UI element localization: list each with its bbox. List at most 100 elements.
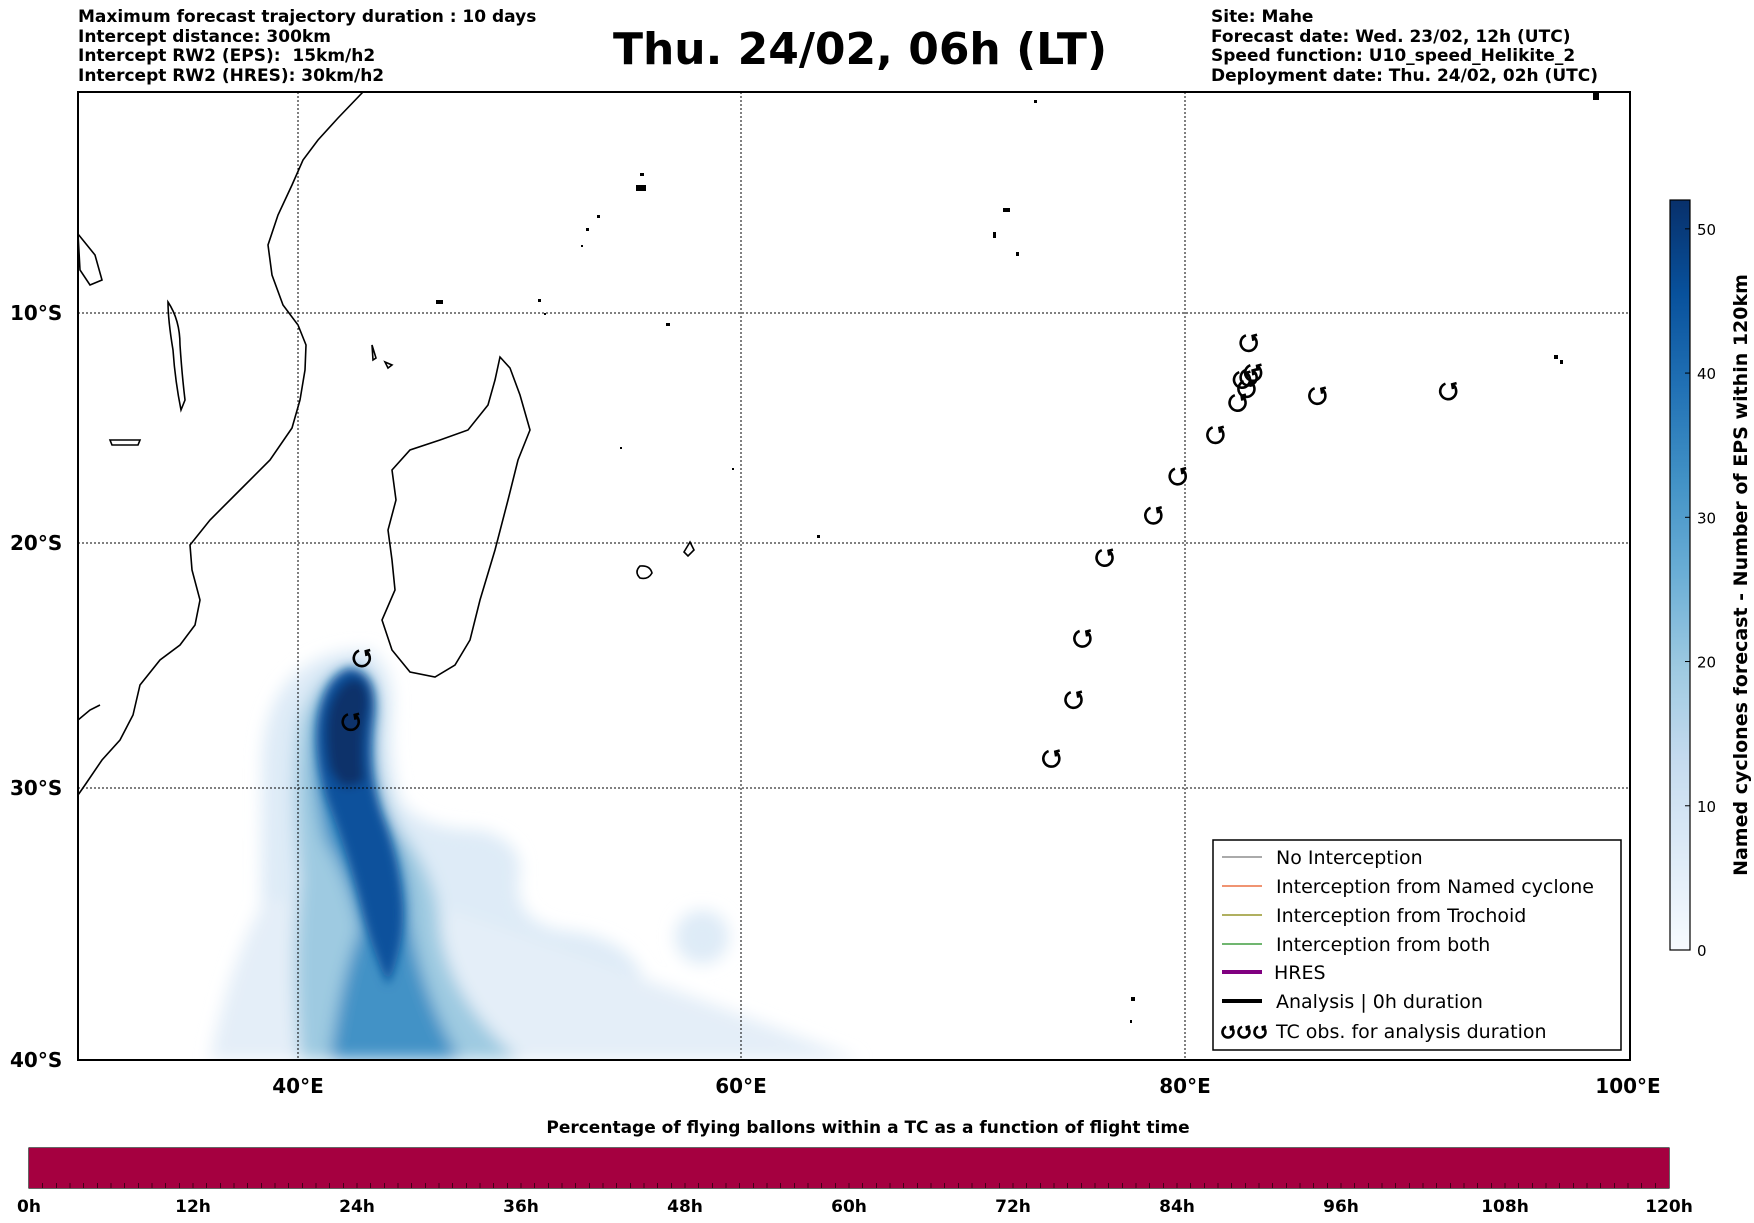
colorbar-tick-label: 40 bbox=[1697, 365, 1716, 383]
colorbar-ticks: 0 10 20 30 40 50 bbox=[1685, 221, 1716, 960]
tropical-cyclone-icon bbox=[1308, 386, 1327, 406]
progress-minor-ticks bbox=[42, 1183, 1656, 1188]
progress-tick-label: 108h bbox=[1481, 1197, 1529, 1217]
africa-coast bbox=[78, 92, 364, 796]
island bbox=[1016, 252, 1019, 256]
tropical-cyclone-icon bbox=[1438, 381, 1458, 401]
island bbox=[1003, 208, 1010, 212]
legend-item: No Interception bbox=[1222, 847, 1423, 869]
map-grid bbox=[78, 92, 1630, 1060]
progress-tick-label: 96h bbox=[1323, 1197, 1359, 1217]
colorbar-gradient bbox=[1669, 199, 1691, 951]
legend-label: TC obs. for analysis duration bbox=[1275, 1021, 1547, 1043]
colorbar: 0 10 20 30 40 50 Named cyclones forecast - Nu… bbox=[1669, 199, 1752, 960]
colorbar-tick-label: 30 bbox=[1697, 509, 1716, 527]
progress-tick-label: 84h bbox=[1159, 1197, 1195, 1217]
legend: No Interception Interception from Named … bbox=[1212, 839, 1622, 1051]
mauritius bbox=[682, 540, 695, 558]
island bbox=[1554, 355, 1558, 359]
island bbox=[1034, 100, 1037, 103]
legend-tc-symbols bbox=[1221, 1025, 1267, 1039]
lake-malawi bbox=[108, 439, 142, 446]
tropical-cyclone-icon bbox=[1095, 548, 1114, 567]
tropical-cyclone-icon bbox=[1237, 1025, 1251, 1039]
island bbox=[1130, 1020, 1132, 1023]
eps-density-field bbox=[210, 649, 860, 1060]
island bbox=[666, 323, 670, 326]
reunion bbox=[636, 565, 653, 580]
progress-tick-label: 24h bbox=[339, 1197, 375, 1217]
tropical-cyclone-icon bbox=[1073, 629, 1092, 648]
progress-tick-label: 60h bbox=[831, 1197, 867, 1217]
comoros bbox=[371, 344, 394, 370]
tropical-cyclone-icon bbox=[1239, 333, 1258, 353]
lat-tick-label: 20°S bbox=[10, 531, 62, 555]
island bbox=[538, 299, 541, 302]
tropical-cyclone-icon bbox=[1237, 379, 1256, 399]
small-islands bbox=[436, 92, 1599, 1023]
legend-label: HRES bbox=[1274, 962, 1326, 984]
island bbox=[597, 215, 600, 218]
flight-time-bar: Percentage of flying ballons within a TC… bbox=[17, 1118, 1693, 1217]
africa-south-coast bbox=[78, 704, 101, 721]
coastlines bbox=[78, 92, 695, 796]
lat-axis-labels: 10°S 20°S 30°S 40°S bbox=[10, 301, 62, 1072]
island bbox=[1593, 92, 1599, 100]
progress-title: Percentage of flying ballons within a TC… bbox=[546, 1118, 1189, 1138]
header-right-info: Site: Mahe Forecast date: Wed. 23/02, 12… bbox=[1211, 7, 1598, 86]
tropical-cyclone-icon bbox=[1239, 368, 1258, 387]
legend-label: Interception from Trochoid bbox=[1276, 905, 1526, 927]
page-title: Thu. 24/02, 06h (LT) bbox=[612, 24, 1108, 75]
island bbox=[817, 535, 820, 538]
density-blob bbox=[675, 910, 729, 964]
lon-tick-label: 60°E bbox=[715, 1074, 767, 1098]
island bbox=[586, 228, 589, 231]
island bbox=[581, 245, 583, 247]
progress-tick-labels: 0h 12h 24h 36h 48h 60h 72h 84h 96h 108h 120h bbox=[17, 1197, 1693, 1217]
tropical-cyclone-icon bbox=[1042, 749, 1061, 768]
island bbox=[436, 300, 443, 304]
tropical-cyclone-icon bbox=[1064, 690, 1083, 710]
header-left-line: Intercept RW2 (HRES): 30km/h2 bbox=[78, 65, 385, 86]
legend-item: Interception from Trochoid bbox=[1222, 905, 1526, 927]
header-right-line: Deployment date: Thu. 24/02, 02h (UTC) bbox=[1211, 65, 1598, 86]
tropical-cyclone-icon bbox=[1221, 1025, 1235, 1039]
progress-tick-label: 48h bbox=[667, 1197, 703, 1217]
header-left-line: Intercept distance: 300km bbox=[78, 26, 331, 47]
colorbar-tick-label: 10 bbox=[1697, 798, 1716, 816]
lon-tick-label: 40°E bbox=[272, 1074, 324, 1098]
progress-tick-label: 120h bbox=[1645, 1197, 1693, 1217]
legend-item: Interception from Named cyclone bbox=[1222, 876, 1594, 898]
map-frame bbox=[77, 91, 1631, 1061]
density-peak bbox=[326, 678, 369, 787]
progress-tick-label: 36h bbox=[503, 1197, 539, 1217]
tropical-cyclone-icon bbox=[1144, 506, 1163, 525]
tc-observations bbox=[341, 333, 1458, 768]
lon-axis-labels: 40°E 60°E 80°E 100°E bbox=[272, 1074, 1660, 1098]
header-left-line: Maximum forecast trajectory duration : 1… bbox=[78, 7, 537, 27]
header-left-info: Maximum forecast trajectory duration : 1… bbox=[78, 7, 537, 86]
legend-label: Interception from both bbox=[1276, 934, 1490, 956]
madagascar bbox=[381, 355, 531, 678]
legend-label: No Interception bbox=[1276, 847, 1423, 869]
header-right-line: Forecast date: Wed. 23/02, 12h (UTC) bbox=[1211, 26, 1571, 47]
progress-tick-label: 12h bbox=[175, 1197, 211, 1217]
lake-victoria bbox=[78, 232, 103, 286]
island bbox=[640, 173, 644, 176]
legend-label: Analysis | 0h duration bbox=[1276, 991, 1483, 1013]
tropical-cyclone-icon bbox=[1228, 393, 1247, 412]
lat-tick-label: 30°S bbox=[10, 776, 62, 800]
colorbar-tick-label: 20 bbox=[1697, 654, 1716, 672]
colorbar-tick-label: 50 bbox=[1697, 221, 1716, 239]
island bbox=[1560, 360, 1563, 364]
island bbox=[636, 185, 646, 191]
island bbox=[620, 447, 622, 449]
tropical-cyclone-icon bbox=[341, 712, 360, 732]
progress-tick-label: 72h bbox=[995, 1197, 1031, 1217]
legend-item: Analysis | 0h duration bbox=[1222, 991, 1483, 1013]
island bbox=[544, 313, 546, 315]
legend-box bbox=[1212, 839, 1622, 1051]
progress-fill bbox=[29, 1148, 1669, 1188]
island bbox=[1131, 997, 1135, 1001]
